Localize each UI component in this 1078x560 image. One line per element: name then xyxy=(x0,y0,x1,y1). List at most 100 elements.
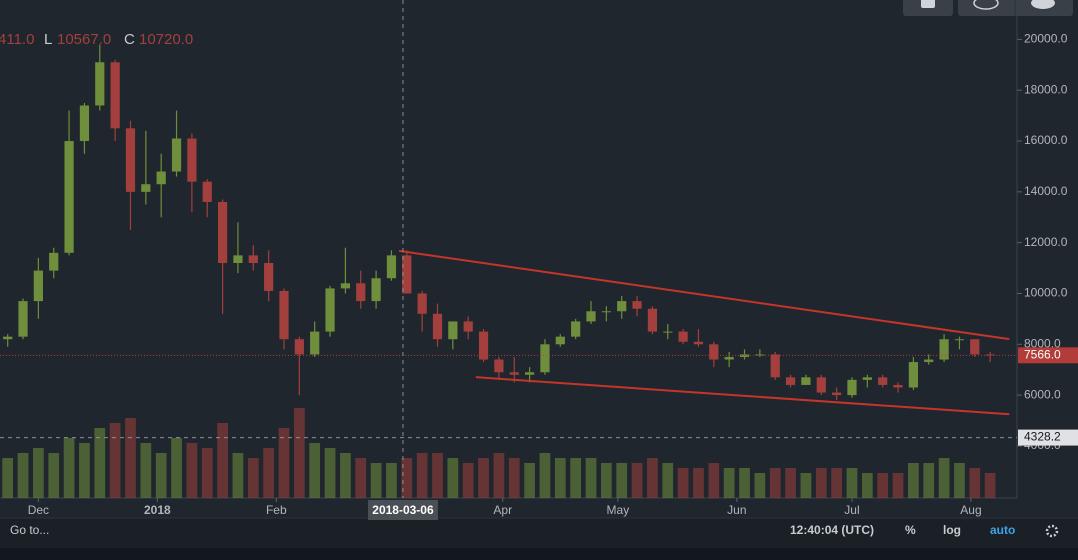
candle-body xyxy=(770,354,780,378)
volume-bar xyxy=(647,458,658,498)
y-tick-label: 18000.0 xyxy=(1024,82,1068,96)
candle-body xyxy=(18,301,28,337)
volume-bar xyxy=(155,453,167,498)
candle-body xyxy=(187,138,197,182)
volume-bar xyxy=(693,468,704,498)
candle-body xyxy=(125,128,136,192)
trend-line xyxy=(398,249,1010,341)
y-tick-label: 20000.0 xyxy=(1024,32,1068,46)
y-tick-label: 14000.0 xyxy=(1024,184,1068,198)
candle-body xyxy=(647,308,658,332)
candle-body xyxy=(371,278,381,302)
crosshair-x-box xyxy=(367,500,438,520)
y-tick-label: 10000.0 xyxy=(1024,286,1068,300)
candle-body xyxy=(862,377,872,380)
y-tick-label: 8000.0 xyxy=(1024,336,1061,350)
volume-bar xyxy=(33,448,44,498)
volume-bar xyxy=(892,473,904,498)
volume-bar xyxy=(570,458,582,498)
candle-body xyxy=(279,290,289,340)
volume-bar xyxy=(2,458,14,498)
candle-body xyxy=(141,184,151,192)
candle-body xyxy=(3,336,13,340)
volume-bar xyxy=(831,468,842,498)
volume-bar xyxy=(554,458,566,498)
volume-bar xyxy=(63,438,75,498)
trend-line xyxy=(475,376,1010,416)
volume-bar xyxy=(447,458,459,498)
candle-body xyxy=(310,331,320,355)
volume-bar xyxy=(263,448,275,498)
x-tick-label: May xyxy=(607,503,630,517)
volume-bar xyxy=(846,468,858,498)
candle-body xyxy=(724,356,734,360)
x-tick-label: Jul xyxy=(844,503,859,517)
camera-icon xyxy=(921,0,935,8)
candle-body xyxy=(402,255,412,294)
volume-bar xyxy=(293,408,305,498)
toolbar-bg xyxy=(0,518,1078,548)
volume-bar xyxy=(769,468,781,498)
candle-body xyxy=(340,283,351,289)
volume-bar xyxy=(125,418,136,498)
candle-body xyxy=(709,344,719,360)
cloud-save-icon xyxy=(1031,0,1055,9)
candle-body xyxy=(816,377,826,393)
x-tick-label: 2018 xyxy=(144,503,171,517)
volume-bar xyxy=(432,453,443,498)
volume-bar xyxy=(17,453,29,498)
volume-bar xyxy=(386,463,397,498)
volume-bar xyxy=(861,473,873,498)
candle-body xyxy=(693,341,704,345)
volume-bar xyxy=(585,458,597,498)
log-toggle[interactable]: log xyxy=(943,523,961,537)
candle-body xyxy=(264,262,274,291)
volume-bar xyxy=(478,458,489,498)
volume-bar xyxy=(723,468,735,498)
candle-body xyxy=(785,377,796,385)
candle-body xyxy=(571,321,581,337)
volume-bar xyxy=(954,463,965,498)
volume-bar xyxy=(94,428,106,498)
candle-body xyxy=(478,331,489,360)
percent-toggle[interactable]: % xyxy=(905,523,916,537)
x-tick-label: Jun xyxy=(727,503,746,517)
candle-body xyxy=(386,255,397,279)
volume-bar xyxy=(324,448,336,498)
volume-bar xyxy=(416,453,428,498)
auto-toggle[interactable]: auto xyxy=(990,523,1015,537)
x-tick-label: Dec xyxy=(28,503,49,517)
volume-bar xyxy=(616,463,628,498)
goto-button[interactable]: Go to... xyxy=(10,523,49,537)
volume-bar xyxy=(79,443,90,498)
y-tick-label: 6000.0 xyxy=(1024,387,1061,401)
settings-icon[interactable] xyxy=(1045,524,1059,538)
volume-bar xyxy=(109,423,121,498)
volume-bar xyxy=(217,423,228,498)
cloud-load-icon xyxy=(973,0,999,10)
candle-body xyxy=(432,313,443,340)
y-tick-label: 16000.0 xyxy=(1024,133,1068,147)
volume-bar xyxy=(140,443,152,498)
volume-bar xyxy=(462,463,474,498)
candle-body xyxy=(95,62,105,106)
candle-body xyxy=(448,321,458,340)
volume-bar xyxy=(908,463,919,498)
candle-body xyxy=(939,339,949,360)
volume-bar xyxy=(247,458,259,498)
volume-bar xyxy=(877,473,889,498)
readout-close-label: C xyxy=(124,31,135,48)
volume-bar xyxy=(938,458,950,498)
volume-bar xyxy=(708,463,720,498)
volume-bar xyxy=(171,438,182,498)
volume-bar xyxy=(923,463,935,498)
volume-bar xyxy=(815,468,827,498)
candle-body xyxy=(632,301,642,309)
volume-bar xyxy=(984,473,996,498)
volume-bar xyxy=(539,453,551,498)
candle-body xyxy=(601,311,611,313)
clock: 12:40:04 (UTC) xyxy=(790,523,874,537)
volume-bar xyxy=(309,443,321,498)
last-price-box xyxy=(1018,347,1078,364)
volume-bar xyxy=(754,473,766,498)
